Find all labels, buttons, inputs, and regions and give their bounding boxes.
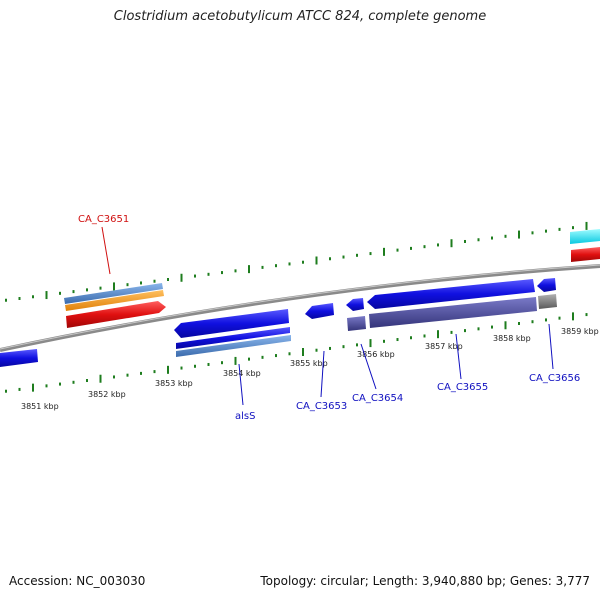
genome-backbone-highlight	[0, 264, 600, 350]
kbp-tick-label: 3858 kbp	[493, 334, 531, 343]
gene-label-ca-c3655[interactable]: CA_C3655	[437, 382, 488, 393]
kbp-labels: 3851 kbp 3852 kbp 3853 kbp 3854 kbp 3855 kbp…	[21, 327, 599, 411]
leader-ca-c3651	[101, 226, 111, 275]
gene-bar-orange[interactable]	[65, 290, 164, 311]
leader-ca-c3655	[455, 333, 462, 380]
leader-ca-c3654	[360, 343, 377, 390]
leader-als-s	[238, 363, 244, 406]
kbp-tick-label: 3859 kbp	[561, 327, 599, 336]
gene-left-edge-arrow[interactable]	[0, 349, 38, 367]
gene-purple-long[interactable]	[369, 297, 537, 328]
genome-backbone	[0, 264, 600, 352]
gene-gray-bar[interactable]	[538, 294, 557, 309]
gene-cyan-bar[interactable]	[570, 229, 600, 244]
gene-ca-c3655-arrow[interactable]	[367, 279, 535, 309]
kbp-tick-label: 3854 kbp	[223, 369, 261, 378]
gene-ca-c3653-arrow[interactable]	[305, 303, 334, 319]
gene-red-bar-right[interactable]	[571, 247, 600, 262]
leader-ca-c3656	[548, 323, 554, 370]
kbp-tick-label: 3856 kbp	[357, 350, 395, 359]
upper-tick-ruler	[5, 221, 588, 302]
label-leaders	[101, 226, 554, 406]
map-title: Clostridium acetobutylicum ATCC 824, com…	[113, 9, 487, 24]
reverse-genes	[0, 278, 557, 367]
gene-purple-small[interactable]	[347, 316, 366, 331]
kbp-tick-label: 3851 kbp	[21, 402, 59, 411]
gene-label-als-s[interactable]: alsS	[235, 411, 255, 422]
kbp-tick-label: 3852 kbp	[88, 390, 126, 399]
accession-text: Accession: NC_003030	[9, 574, 146, 588]
kbp-tick-label: 3855 kbp	[290, 359, 328, 368]
gene-ca-c3654-arrow[interactable]	[346, 298, 364, 311]
kbp-tick-label: 3853 kbp	[155, 379, 193, 388]
leader-ca-c3653	[320, 350, 325, 398]
gene-label-ca-c3656[interactable]: CA_C3656	[529, 373, 580, 384]
gene-label-ca-c3654[interactable]: CA_C3654	[352, 393, 403, 404]
gene-ca-c3651-arrow[interactable]	[66, 301, 166, 328]
gene-bar-steel-upper[interactable]	[64, 283, 163, 304]
gene-label-ca-c3653[interactable]: CA_C3653	[296, 401, 347, 412]
gene-blue-thin-bar[interactable]	[176, 327, 290, 349]
gene-steel-thin-bar[interactable]	[176, 335, 291, 357]
gene-als-s-arrow[interactable]	[174, 309, 289, 338]
genome-summary-text: Topology: circular; Length: 3,940,880 bp…	[260, 574, 590, 588]
gene-label-ca-c3651[interactable]: CA_C3651	[78, 214, 129, 225]
gene-labels: CA_C3651 alsS CA_C3653 CA_C3654 CA_C3655…	[78, 214, 580, 422]
kbp-tick-label: 3857 kbp	[425, 342, 463, 351]
lower-tick-ruler	[5, 312, 588, 393]
forward-genes	[64, 229, 600, 328]
gene-ca-c3656-arrow[interactable]	[537, 278, 556, 292]
